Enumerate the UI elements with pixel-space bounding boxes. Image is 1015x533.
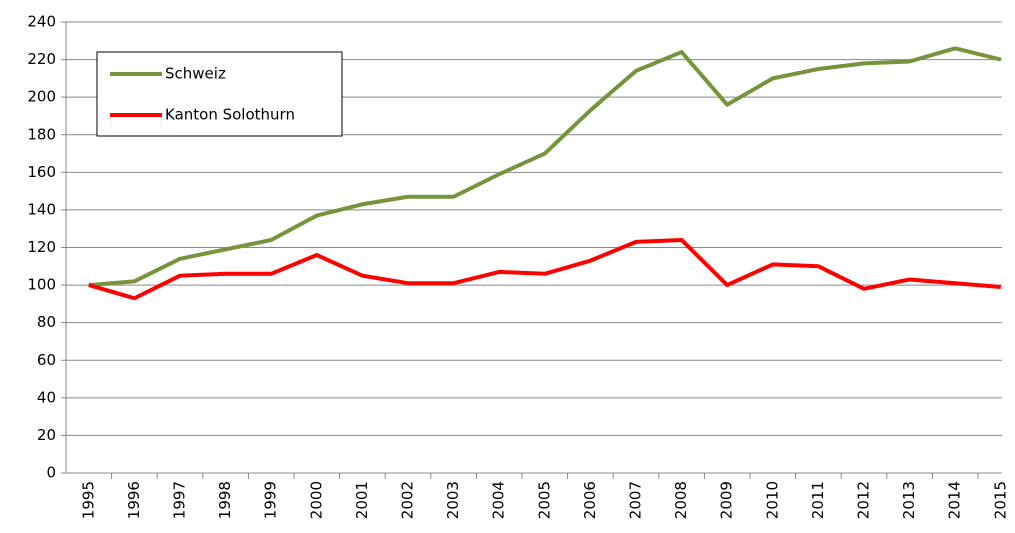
y-tick-label: 20: [37, 426, 56, 444]
x-tick-label: 2001: [353, 481, 371, 519]
x-tick-label: 1997: [171, 481, 189, 519]
x-tick-label: 2013: [900, 481, 918, 519]
y-tick-label: 160: [27, 163, 56, 181]
x-tick-label: 2005: [535, 481, 553, 519]
x-tick-label: 1998: [216, 481, 234, 519]
x-tick-label: 1995: [79, 481, 97, 519]
x-tick-label: 2010: [763, 481, 781, 519]
y-tick-label: 120: [27, 238, 56, 256]
x-tick-label: 2008: [672, 481, 690, 519]
x-tick-label: 2011: [809, 481, 827, 519]
y-tick-label: 100: [27, 276, 56, 294]
y-tick-label: 60: [37, 351, 56, 369]
x-tick-label: 2003: [444, 481, 462, 519]
y-tick-label: 220: [27, 50, 56, 68]
x-tick-label: 1999: [262, 481, 280, 519]
x-tick-label: 1996: [125, 481, 143, 519]
y-tick-label: 200: [27, 88, 56, 106]
y-tick-label: 80: [37, 313, 56, 331]
legend: Schweiz Kanton Solothurn: [96, 51, 343, 137]
x-tick-label: 2000: [307, 481, 325, 519]
x-tick-label: 2014: [946, 481, 964, 519]
y-tick-label: 180: [27, 125, 56, 143]
line-series: [88, 237, 1001, 301]
x-tick-label: 2002: [399, 481, 417, 519]
legend-box: [96, 51, 343, 137]
legend-label: Kanton Solothurn: [165, 106, 295, 124]
x-tick-label: 2015: [991, 481, 1009, 519]
y-tick-label: 0: [46, 464, 56, 482]
x-tick-label: 2006: [581, 481, 599, 519]
legend-label: Schweiz: [165, 65, 226, 83]
y-tick-label: 140: [27, 200, 56, 218]
x-tick-label: 2012: [855, 481, 873, 519]
x-tick-label: 2009: [718, 481, 736, 519]
x-tick-label: 2004: [490, 481, 508, 519]
y-tick-label: 240: [27, 13, 56, 31]
y-tick-label: 40: [37, 388, 56, 406]
x-tick-label: 2007: [627, 481, 645, 519]
line-series: [88, 46, 1002, 288]
